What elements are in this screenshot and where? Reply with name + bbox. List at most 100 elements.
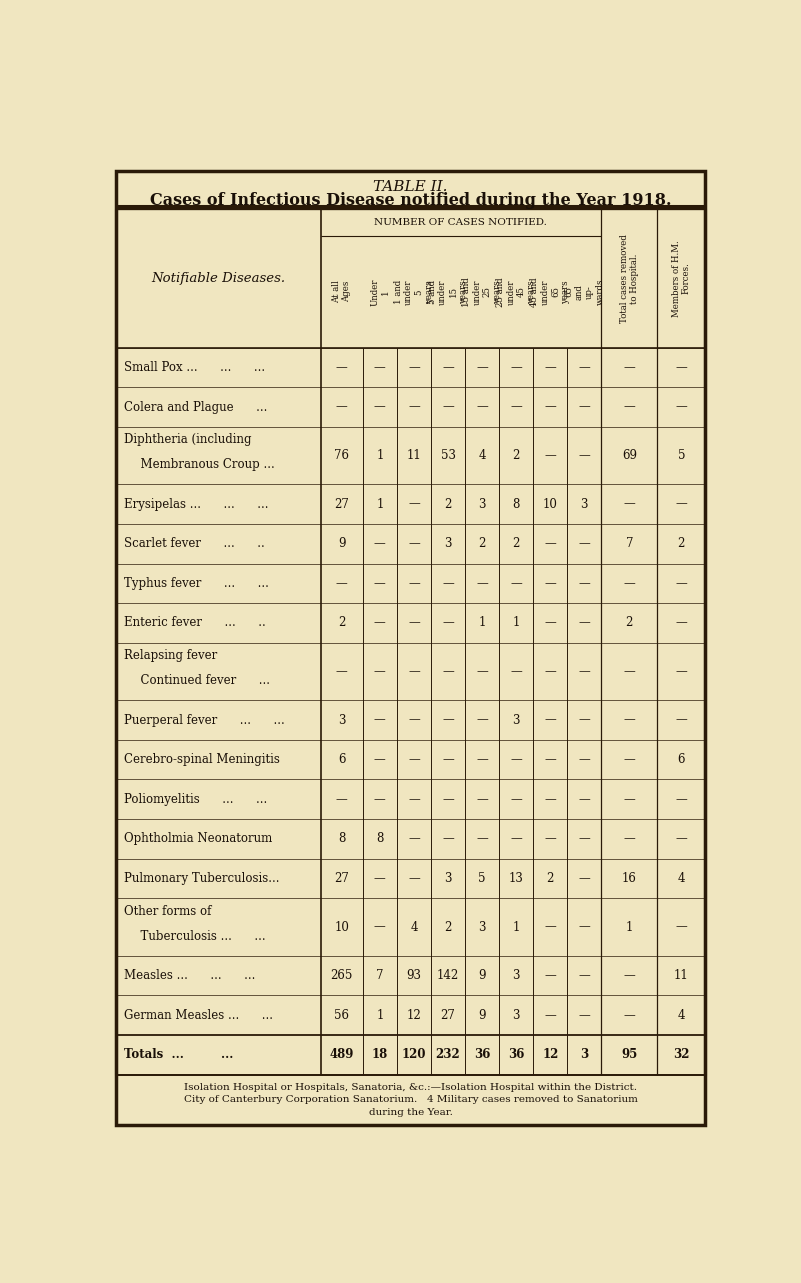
Text: 5: 5 [678,449,685,462]
Text: —: — [578,713,590,726]
Text: —: — [578,872,590,885]
Text: —: — [408,400,420,413]
Text: —: — [477,713,488,726]
Text: —: — [545,616,556,630]
Text: —: — [336,577,348,590]
Text: —: — [442,665,454,677]
Text: —: — [374,753,386,766]
Text: —: — [623,400,635,413]
Text: 8: 8 [338,833,345,845]
Text: —: — [623,713,635,726]
Text: 5 and
under
15
years: 5 and under 15 years [428,278,468,304]
Text: —: — [545,361,556,373]
Text: —: — [545,969,556,981]
Text: —: — [374,713,386,726]
Text: —: — [442,577,454,590]
Text: —: — [545,793,556,806]
Text: 9: 9 [478,1008,486,1021]
Text: 2: 2 [445,498,452,511]
Text: —: — [675,400,687,413]
Text: —: — [545,1008,556,1021]
Text: 232: 232 [436,1048,461,1061]
Text: 4: 4 [678,872,685,885]
Text: 9: 9 [478,969,486,981]
Text: —: — [578,616,590,630]
Text: —: — [408,361,420,373]
Text: —: — [336,793,348,806]
Text: —: — [442,616,454,630]
Text: 2: 2 [546,872,554,885]
Text: Cerebro-spinal Meningitis: Cerebro-spinal Meningitis [123,753,280,766]
Text: —: — [408,713,420,726]
Text: 489: 489 [329,1048,354,1061]
Text: —: — [578,1008,590,1021]
Text: —: — [374,665,386,677]
Text: —: — [477,833,488,845]
Text: —: — [408,577,420,590]
Text: —: — [578,921,590,934]
Text: —: — [442,753,454,766]
Text: 1 and
under
5
years: 1 and under 5 years [394,278,434,304]
Text: —: — [545,538,556,550]
Text: —: — [510,753,522,766]
Text: Colera and Plague      ...: Colera and Plague ... [123,400,267,413]
Text: —: — [623,498,635,511]
Text: —: — [374,793,386,806]
Text: —: — [675,833,687,845]
Text: Isolation Hospital or Hospitals, Sanatoria, &c.:—Isolation Hospital within the D: Isolation Hospital or Hospitals, Sanator… [183,1083,638,1116]
Text: Members of H.M.
Forces.: Members of H.M. Forces. [671,240,691,317]
Text: —: — [545,921,556,934]
Text: 11: 11 [407,449,421,462]
Text: 6: 6 [338,753,345,766]
Text: 265: 265 [331,969,353,981]
Text: 1: 1 [376,449,384,462]
Text: —: — [442,833,454,845]
Text: —: — [477,361,488,373]
Text: 27: 27 [334,872,349,885]
Text: —: — [408,616,420,630]
Text: —: — [510,361,522,373]
Text: Scarlet fever      ...      ..: Scarlet fever ... .. [123,538,264,550]
Text: Cases of Infectious Disease notified during the Year 1918.: Cases of Infectious Disease notified dur… [150,191,671,209]
Text: —: — [623,1008,635,1021]
Text: —: — [442,400,454,413]
Text: —: — [442,713,454,726]
Text: 1: 1 [478,616,485,630]
Text: —: — [374,361,386,373]
Text: —: — [408,665,420,677]
Text: 2: 2 [338,616,345,630]
Text: —: — [374,921,386,934]
Text: 11: 11 [674,969,689,981]
Text: 1: 1 [513,616,520,630]
Text: Typhus fever      ...      ...: Typhus fever ... ... [123,577,268,590]
Text: 2: 2 [513,449,520,462]
Text: —: — [408,833,420,845]
Text: Measles ...      ...      ...: Measles ... ... ... [123,969,255,981]
Text: Totals  ...         ...: Totals ... ... [123,1048,233,1061]
Text: —: — [578,969,590,981]
Text: 76: 76 [334,449,349,462]
Text: Under
1: Under 1 [370,278,389,305]
Text: —: — [374,616,386,630]
Text: 3: 3 [338,713,345,726]
Text: 2: 2 [513,538,520,550]
Text: —: — [675,713,687,726]
Text: Small Pox ...      ...      ...: Small Pox ... ... ... [123,361,265,373]
Text: Poliomyelitis      ...      ...: Poliomyelitis ... ... [123,793,267,806]
Text: 1: 1 [513,921,520,934]
Text: 12: 12 [542,1048,558,1061]
Text: —: — [510,577,522,590]
Text: —: — [578,753,590,766]
Text: 7: 7 [376,969,384,981]
Text: —: — [510,665,522,677]
Text: 1: 1 [376,498,384,511]
Text: Continued fever      ...: Continued fever ... [133,674,270,688]
Text: —: — [623,969,635,981]
Text: 27: 27 [441,1008,456,1021]
Text: 10: 10 [334,921,349,934]
Text: 36: 36 [474,1048,490,1061]
Text: —: — [578,577,590,590]
Text: 16: 16 [622,872,637,885]
Text: 3: 3 [445,872,452,885]
Text: 1: 1 [626,921,633,934]
